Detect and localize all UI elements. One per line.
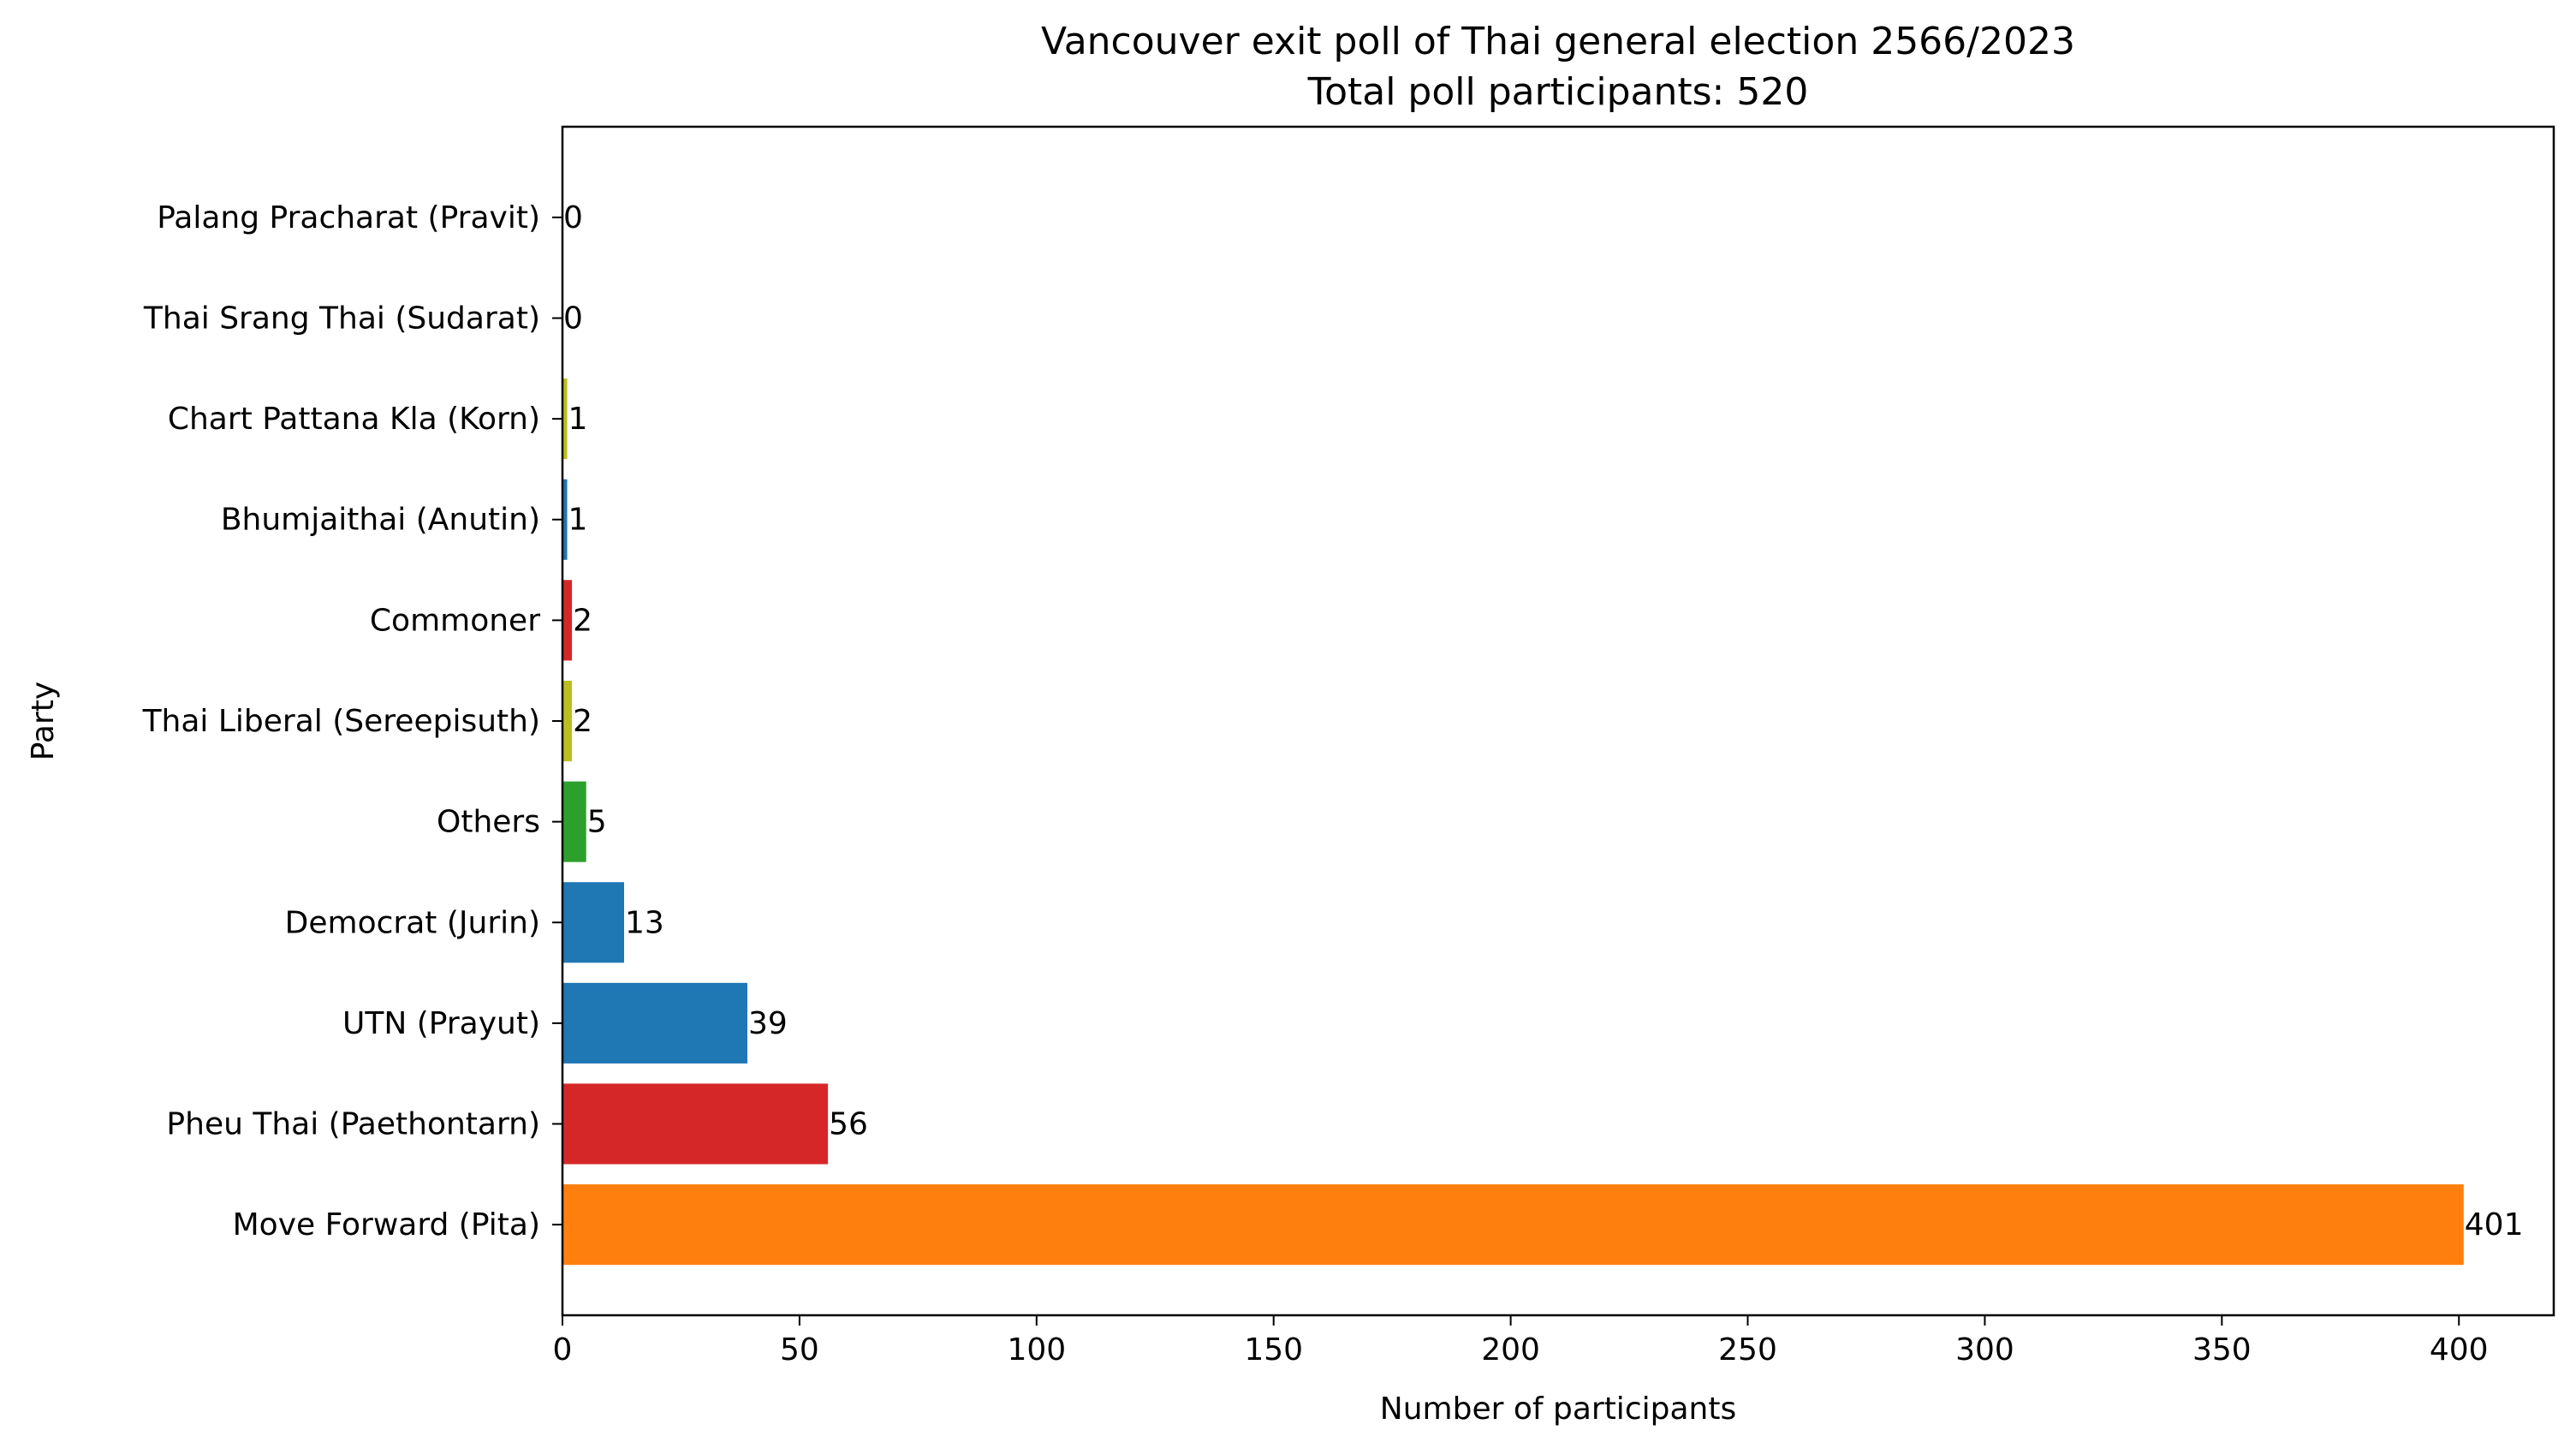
y-tick-label: Bhumjaithai (Anutin) (221, 503, 540, 538)
y-tick-label: Democrat (Jurin) (285, 905, 540, 940)
bar-value-label: 2 (573, 603, 592, 638)
y-axis-label: Party (26, 682, 61, 760)
bar (562, 982, 747, 1064)
bar-value-label: 13 (625, 905, 664, 940)
plot-frame (561, 125, 2555, 1317)
y-axis-ticks: Move Forward (Pita) Pheu Thai (Paethontar… (142, 200, 562, 1242)
y-tick-label: Thai Liberal (Sereepisuth) (142, 704, 540, 739)
bar (562, 580, 573, 661)
x-axis-ticks: 0 50 100 150 200 250 300 350 400 (553, 1315, 2489, 1368)
chart-subtitle: Total poll participants: 520 (1307, 70, 1809, 114)
bar-value-label: 2 (573, 704, 592, 739)
y-tick-label: Commoner (370, 603, 540, 638)
x-tick-label: 150 (1244, 1332, 1303, 1368)
y-tick-label: Move Forward (Pita) (233, 1207, 540, 1242)
bar (562, 882, 624, 963)
x-tick-label: 200 (1481, 1332, 1540, 1368)
bar-value-label: 1 (568, 402, 588, 437)
bar-value-label: 56 (829, 1107, 868, 1142)
bar-value-label: 0 (563, 200, 583, 235)
y-tick-label: Chart Pattana Kla (Korn) (168, 402, 540, 437)
bar (562, 1083, 829, 1165)
bar-value-label: 5 (587, 805, 607, 840)
bar-value-label: 401 (2465, 1207, 2524, 1242)
y-tick-label: Thai Srang Thai (Sudarat) (143, 301, 540, 336)
x-tick-label: 400 (2430, 1332, 2489, 1368)
bar (562, 781, 586, 862)
bar-value-label: 1 (568, 503, 588, 538)
chart-title: Vancouver exit poll of Thai general elec… (1041, 20, 2075, 63)
data-labels-group: 401 56 39 13 5 2 2 1 1 0 0 (563, 200, 2523, 1242)
x-tick-label: 350 (2192, 1332, 2252, 1368)
y-tick-label: Others (437, 805, 540, 840)
x-tick-label: 300 (1955, 1332, 2014, 1368)
bar (562, 378, 568, 460)
bar (562, 680, 573, 762)
x-tick-label: 100 (1007, 1332, 1066, 1368)
bars-group (562, 378, 2464, 1266)
bar-value-label: 0 (563, 301, 583, 336)
x-tick-label: 0 (553, 1332, 573, 1368)
y-tick-label: Pheu Thai (Paethontarn) (166, 1107, 540, 1142)
bar (562, 1184, 2464, 1266)
bar-value-label: 39 (748, 1006, 788, 1041)
y-tick-label: Palang Pracharat (Pravit) (157, 200, 540, 235)
x-tick-label: 50 (780, 1332, 819, 1368)
y-tick-label: UTN (Prayut) (342, 1006, 540, 1041)
bar (562, 479, 568, 560)
x-tick-label: 250 (1718, 1332, 1777, 1368)
x-axis-label: Number of participants (1380, 1391, 1736, 1427)
